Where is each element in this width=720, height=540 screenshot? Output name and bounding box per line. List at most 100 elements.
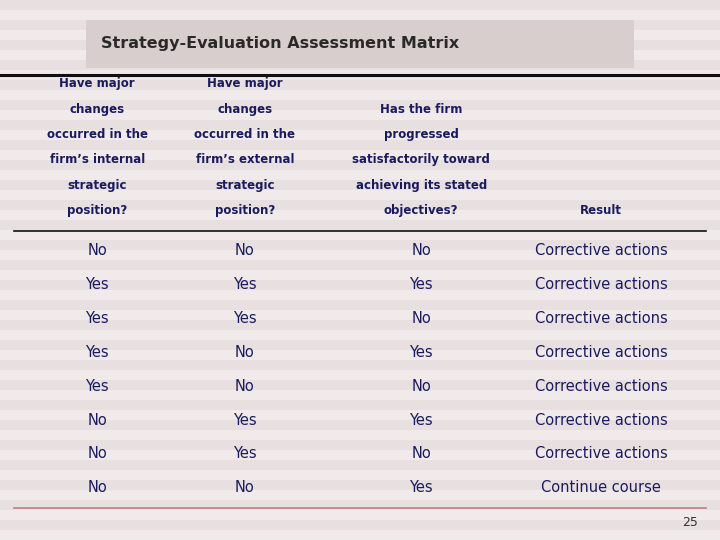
- Text: No: No: [87, 447, 107, 462]
- Text: Yes: Yes: [86, 345, 109, 360]
- Bar: [0, 260, 720, 270]
- Text: occurred in the: occurred in the: [194, 128, 295, 141]
- Text: Yes: Yes: [233, 276, 256, 292]
- Bar: [0, 360, 720, 370]
- Bar: [0, 60, 720, 70]
- Text: Corrective actions: Corrective actions: [535, 276, 667, 292]
- Bar: [0, 0, 720, 10]
- Bar: [0, 220, 720, 230]
- Text: Corrective actions: Corrective actions: [535, 345, 667, 360]
- Bar: [0, 470, 720, 480]
- Bar: [0, 190, 720, 200]
- Bar: [0, 300, 720, 310]
- Bar: [0, 100, 720, 110]
- Text: Yes: Yes: [233, 310, 256, 326]
- Bar: [0, 290, 720, 300]
- Text: No: No: [411, 310, 431, 326]
- Bar: [0, 210, 720, 220]
- Text: No: No: [411, 243, 431, 258]
- Bar: [0, 70, 720, 80]
- Bar: [0, 80, 720, 90]
- Bar: [0, 140, 720, 150]
- Bar: [0, 510, 720, 520]
- Bar: [0, 440, 720, 450]
- Text: position?: position?: [67, 204, 127, 217]
- Text: achieving its stated: achieving its stated: [356, 179, 487, 192]
- Bar: [0, 350, 720, 360]
- Text: Yes: Yes: [410, 345, 433, 360]
- Bar: [0, 240, 720, 250]
- Text: satisfactorily toward: satisfactorily toward: [352, 153, 490, 166]
- Bar: [0, 410, 720, 420]
- Text: No: No: [87, 243, 107, 258]
- Text: Yes: Yes: [410, 481, 433, 495]
- Text: Corrective actions: Corrective actions: [535, 413, 667, 428]
- Text: No: No: [235, 345, 255, 360]
- Text: Yes: Yes: [233, 413, 256, 428]
- Text: No: No: [235, 481, 255, 495]
- Text: Result: Result: [580, 204, 622, 217]
- Bar: [0, 430, 720, 440]
- Bar: [0, 200, 720, 210]
- Text: firm’s external: firm’s external: [196, 153, 294, 166]
- Bar: [0, 370, 720, 380]
- FancyBboxPatch shape: [86, 20, 634, 68]
- Bar: [0, 340, 720, 350]
- Text: No: No: [411, 447, 431, 462]
- Bar: [0, 230, 720, 240]
- Text: Yes: Yes: [86, 310, 109, 326]
- Text: Continue course: Continue course: [541, 481, 661, 495]
- Bar: [0, 90, 720, 100]
- Text: Corrective actions: Corrective actions: [535, 447, 667, 462]
- Bar: [0, 110, 720, 120]
- Bar: [0, 160, 720, 170]
- Bar: [0, 490, 720, 500]
- Bar: [0, 330, 720, 340]
- Text: No: No: [411, 379, 431, 394]
- Text: Corrective actions: Corrective actions: [535, 379, 667, 394]
- Text: strategic: strategic: [68, 179, 127, 192]
- Text: progressed: progressed: [384, 128, 459, 141]
- Bar: [0, 30, 720, 40]
- Bar: [0, 10, 720, 20]
- Text: objectives?: objectives?: [384, 204, 459, 217]
- Bar: [0, 20, 720, 30]
- Text: changes: changes: [70, 103, 125, 116]
- Bar: [0, 170, 720, 180]
- Text: occurred in the: occurred in the: [47, 128, 148, 141]
- Text: strategic: strategic: [215, 179, 274, 192]
- Text: No: No: [235, 379, 255, 394]
- Bar: [0, 180, 720, 190]
- Bar: [0, 460, 720, 470]
- Bar: [0, 310, 720, 320]
- Text: Yes: Yes: [233, 447, 256, 462]
- Bar: [0, 380, 720, 390]
- Text: No: No: [87, 481, 107, 495]
- Bar: [0, 480, 720, 490]
- Bar: [0, 400, 720, 410]
- Bar: [0, 280, 720, 290]
- Text: firm’s internal: firm’s internal: [50, 153, 145, 166]
- Bar: [0, 530, 720, 540]
- Bar: [0, 500, 720, 510]
- Text: Has the firm: Has the firm: [380, 103, 462, 116]
- Text: Yes: Yes: [410, 413, 433, 428]
- Text: position?: position?: [215, 204, 275, 217]
- Text: Have major: Have major: [59, 77, 135, 90]
- Bar: [0, 390, 720, 400]
- Bar: [0, 420, 720, 430]
- Text: No: No: [235, 243, 255, 258]
- Text: 25: 25: [683, 516, 698, 529]
- Text: No: No: [87, 413, 107, 428]
- Text: changes: changes: [217, 103, 272, 116]
- Text: Corrective actions: Corrective actions: [535, 243, 667, 258]
- Text: Yes: Yes: [410, 276, 433, 292]
- Bar: [0, 450, 720, 460]
- Text: Corrective actions: Corrective actions: [535, 310, 667, 326]
- Bar: [0, 320, 720, 330]
- Bar: [0, 150, 720, 160]
- Bar: [0, 250, 720, 260]
- Bar: [0, 120, 720, 130]
- Bar: [0, 270, 720, 280]
- Bar: [0, 520, 720, 530]
